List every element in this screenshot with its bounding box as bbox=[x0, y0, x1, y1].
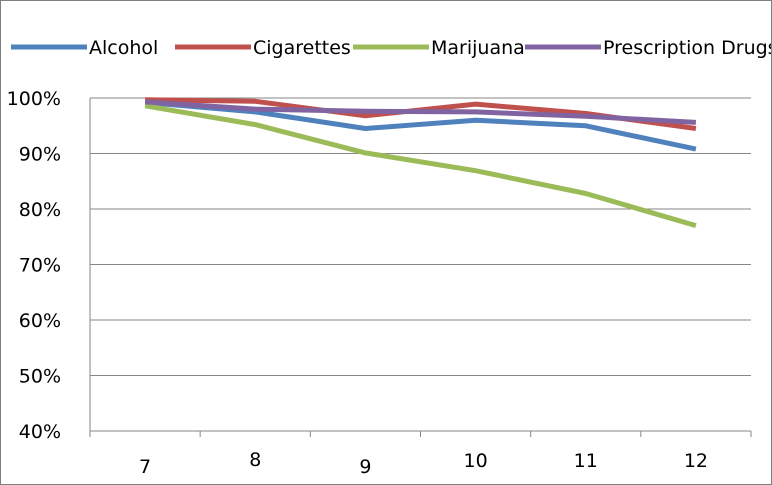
series-line-marijuana bbox=[144, 103, 697, 229]
legend-item: Marijuana bbox=[353, 37, 525, 59]
legend-label: Marijuana bbox=[431, 37, 525, 59]
series-line-prescription-drugs bbox=[144, 99, 697, 125]
y-tick-label: 100% bbox=[7, 88, 61, 110]
y-tick-label: 60% bbox=[19, 310, 61, 332]
x-tick-label: 8 bbox=[249, 449, 261, 471]
x-tick-label: 9 bbox=[359, 456, 371, 478]
legend-item: Cigarettes bbox=[175, 37, 351, 59]
y-axis-labels: 40% 50% 60% 70% 80% 90% 100% bbox=[7, 88, 61, 443]
legend-label: Cigarettes bbox=[253, 37, 351, 59]
y-tick-label: 90% bbox=[19, 144, 61, 166]
x-tick-label: 10 bbox=[463, 450, 487, 472]
x-axis-labels: 7 8 9 10 11 12 bbox=[139, 449, 708, 478]
x-tick-label: 12 bbox=[684, 450, 708, 472]
y-tick-label: 70% bbox=[19, 255, 61, 277]
y-tick-label: 80% bbox=[19, 199, 61, 221]
legend-item: Prescription Drugs bbox=[525, 37, 771, 59]
axes bbox=[89, 98, 752, 437]
legend-label: Prescription Drugs bbox=[603, 37, 771, 59]
legend: Alcohol Cigarettes Marijuana Prescription D… bbox=[11, 37, 771, 59]
gridlines bbox=[90, 97, 751, 432]
y-tick-label: 40% bbox=[19, 421, 61, 443]
legend-item: Alcohol bbox=[11, 37, 158, 59]
legend-label: Alcohol bbox=[89, 37, 158, 59]
x-tick-label: 11 bbox=[574, 450, 598, 472]
y-tick-label: 50% bbox=[19, 366, 61, 388]
series-lines bbox=[144, 97, 697, 229]
x-tick-label: 7 bbox=[139, 456, 151, 478]
